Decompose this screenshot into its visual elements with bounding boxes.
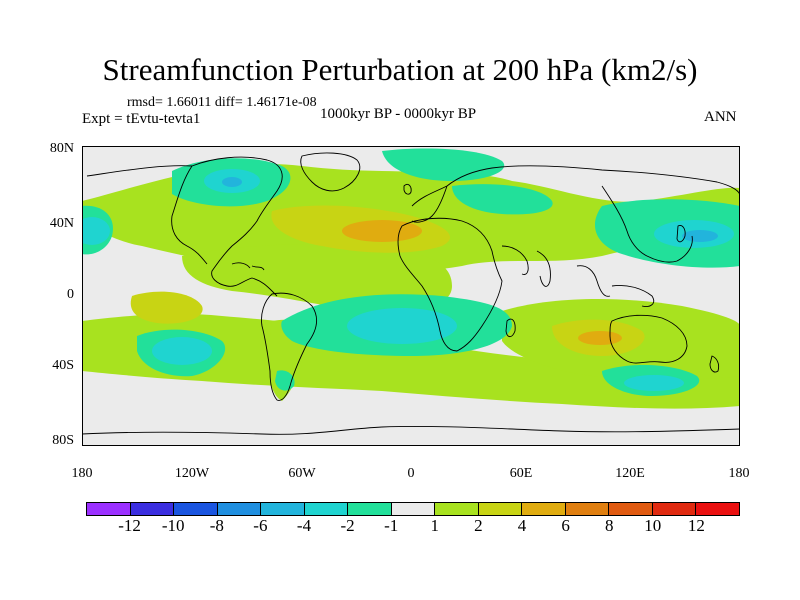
contour-pacific-yellow (130, 291, 203, 324)
colorbar-label: -12 (118, 516, 141, 535)
colorbar-swatch (174, 503, 218, 515)
contour-pacific-cyan (152, 337, 212, 365)
plot-title: Streamfunction Perturbation at 200 hPa (… (102, 52, 698, 87)
season-label: ANN (704, 109, 737, 125)
contour-saharan-orange (342, 220, 422, 242)
period-label: 1000kyr BP - 0000kyr BP (320, 106, 477, 122)
colorbar-label: 2 (474, 516, 483, 535)
contour-hudson-blue (222, 177, 242, 187)
contour-europe-teal (452, 184, 553, 215)
coast-caribbean (231, 262, 265, 271)
coast-southeast-asia (576, 265, 655, 307)
lon-label-120e: 120E (615, 466, 645, 481)
colorbar-swatch (652, 503, 697, 515)
coast-eurasia (411, 165, 740, 263)
colorbar-swatch (609, 503, 653, 515)
coast-greenland (300, 152, 361, 192)
colorbar-swatch (478, 503, 523, 515)
lat-label-80n: 80N (49, 141, 74, 156)
coast-north-america (86, 156, 283, 297)
colorbar-swatch (435, 503, 479, 515)
coast-antarctica (82, 426, 740, 435)
colorbar-swatch (217, 503, 262, 515)
contour-southern-ocean-green (82, 313, 740, 409)
experiment-label: Expt = tEvtu-tevta1 (82, 111, 201, 127)
rmsd-diff-stats: rmsd= 1.66011 diff= 1.46171e-08 (127, 95, 317, 110)
colorbar-label: -10 (161, 516, 185, 535)
coastlines (82, 152, 740, 435)
contour-japan-blue (682, 230, 718, 242)
colorbar (86, 502, 740, 516)
lat-label-80s: 80S (52, 433, 74, 448)
colorbar-label: 6 (561, 516, 570, 535)
coast-japan (676, 225, 686, 243)
coast-africa (397, 217, 503, 352)
coast-arabia-india (501, 245, 551, 287)
max-negative-contours (222, 177, 718, 242)
colorbar-label: 8 (604, 516, 614, 535)
lat-label-40n: 40N (49, 216, 74, 231)
colorbar-swatch (261, 503, 305, 515)
map-frame (82, 146, 740, 446)
colorbar-label: 1 (430, 516, 440, 535)
lon-label-120w: 120W (174, 466, 210, 481)
coast-british-isles (403, 183, 412, 195)
lon-label-180e: 180 (728, 466, 750, 481)
lat-label-40s: 40S (52, 358, 74, 373)
lat-label-0: 0 (67, 287, 74, 302)
colorbar-swatch (130, 503, 175, 515)
colorbar-swatch (391, 503, 436, 515)
contour-patagonia-teal (275, 370, 295, 391)
colorbar-swatch (565, 503, 610, 515)
lon-label-60e: 60E (509, 466, 533, 481)
colorbar-label: -6 (253, 516, 268, 535)
coast-new-zealand (709, 355, 720, 373)
colorbar-label: -4 (296, 516, 312, 535)
colorbar-label: 4 (517, 516, 527, 535)
coast-south-america (261, 292, 318, 401)
colorbar-swatch (87, 503, 131, 515)
colorbar-label: 12 (687, 516, 705, 535)
colorbar-swatch (696, 503, 739, 515)
lon-label-180w: 180 (71, 466, 93, 481)
colorbar-label: -1 (384, 516, 399, 535)
colorbar-swatch (304, 503, 349, 515)
contour-indian-cyan (624, 375, 684, 391)
contour-arctic-teal (382, 148, 505, 181)
colorbar-swatch (522, 503, 566, 515)
streamfunction-map (82, 146, 740, 446)
colorbar-label: -8 (209, 516, 224, 535)
lon-label-0: 0 (407, 466, 415, 481)
coast-australia (609, 314, 688, 364)
contour-west-pacific-cyan (82, 217, 110, 245)
colorbar-swatch (348, 503, 392, 515)
contour-australia-orange (578, 331, 622, 345)
coast-madagascar (505, 318, 516, 338)
colorbar-label: 10 (644, 516, 662, 535)
colorbar-label: -2 (340, 516, 355, 535)
contour-atlantic-cyan (347, 308, 457, 344)
lon-label-60w: 60W (288, 466, 316, 481)
